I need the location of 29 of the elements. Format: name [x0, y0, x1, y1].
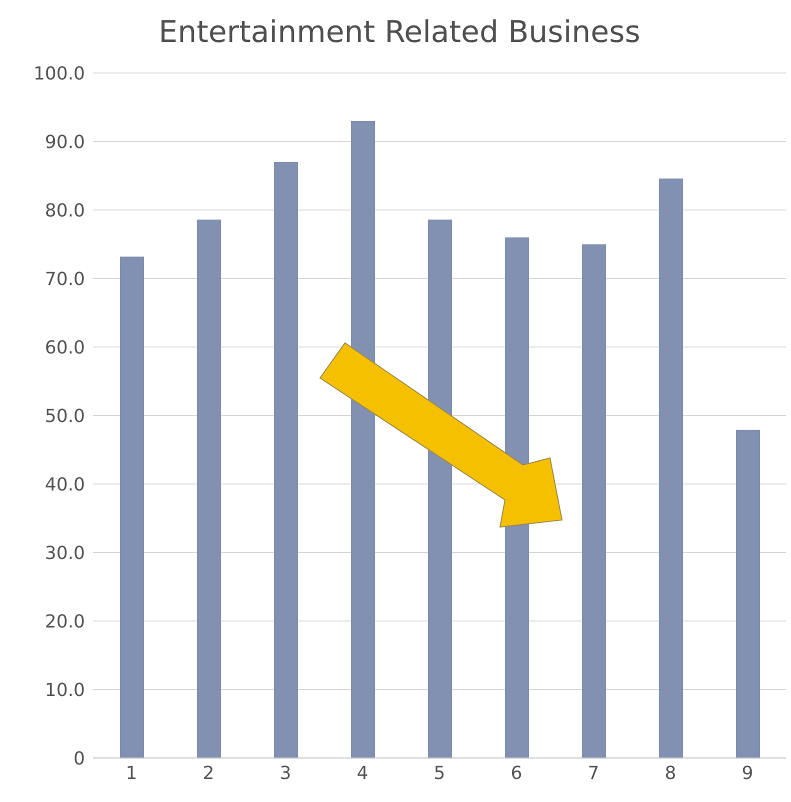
x-tick-label: 5 [434, 762, 446, 784]
y-tick-label: 60.0 [44, 337, 85, 358]
x-tick-label: 2 [202, 762, 214, 784]
y-tick-label: 20.0 [44, 611, 85, 632]
x-tick-label: 1 [126, 762, 138, 784]
y-tick-label: 30.0 [44, 542, 85, 564]
bar [274, 162, 298, 758]
bar [659, 178, 683, 758]
x-tick-label: 4 [356, 762, 368, 784]
chart-title: Entertainment Related Business [158, 14, 642, 52]
y-tick-label: 80.0 [44, 200, 85, 222]
y-tick-label: 50.0 [44, 406, 85, 427]
y-tick-label: 90.0 [44, 132, 85, 153]
bar [428, 220, 452, 758]
x-tick-label: 9 [742, 762, 754, 784]
bar [197, 220, 221, 758]
y-tick-label: 0 [74, 748, 85, 770]
bar [351, 120, 375, 758]
y-tick-label: 40.0 [44, 474, 85, 496]
y-tick-label: 10.0 [44, 680, 85, 701]
x-tick-label: 7 [588, 762, 600, 784]
x-tick-label: 3 [280, 762, 292, 784]
x-tick-label: 6 [510, 762, 522, 784]
bar [120, 256, 144, 758]
y-tick-label: 70.0 [44, 268, 85, 290]
bar [736, 430, 760, 758]
bar [582, 244, 606, 758]
y-tick-label: 100.0 [33, 63, 85, 84]
x-tick-label: 8 [664, 762, 676, 784]
